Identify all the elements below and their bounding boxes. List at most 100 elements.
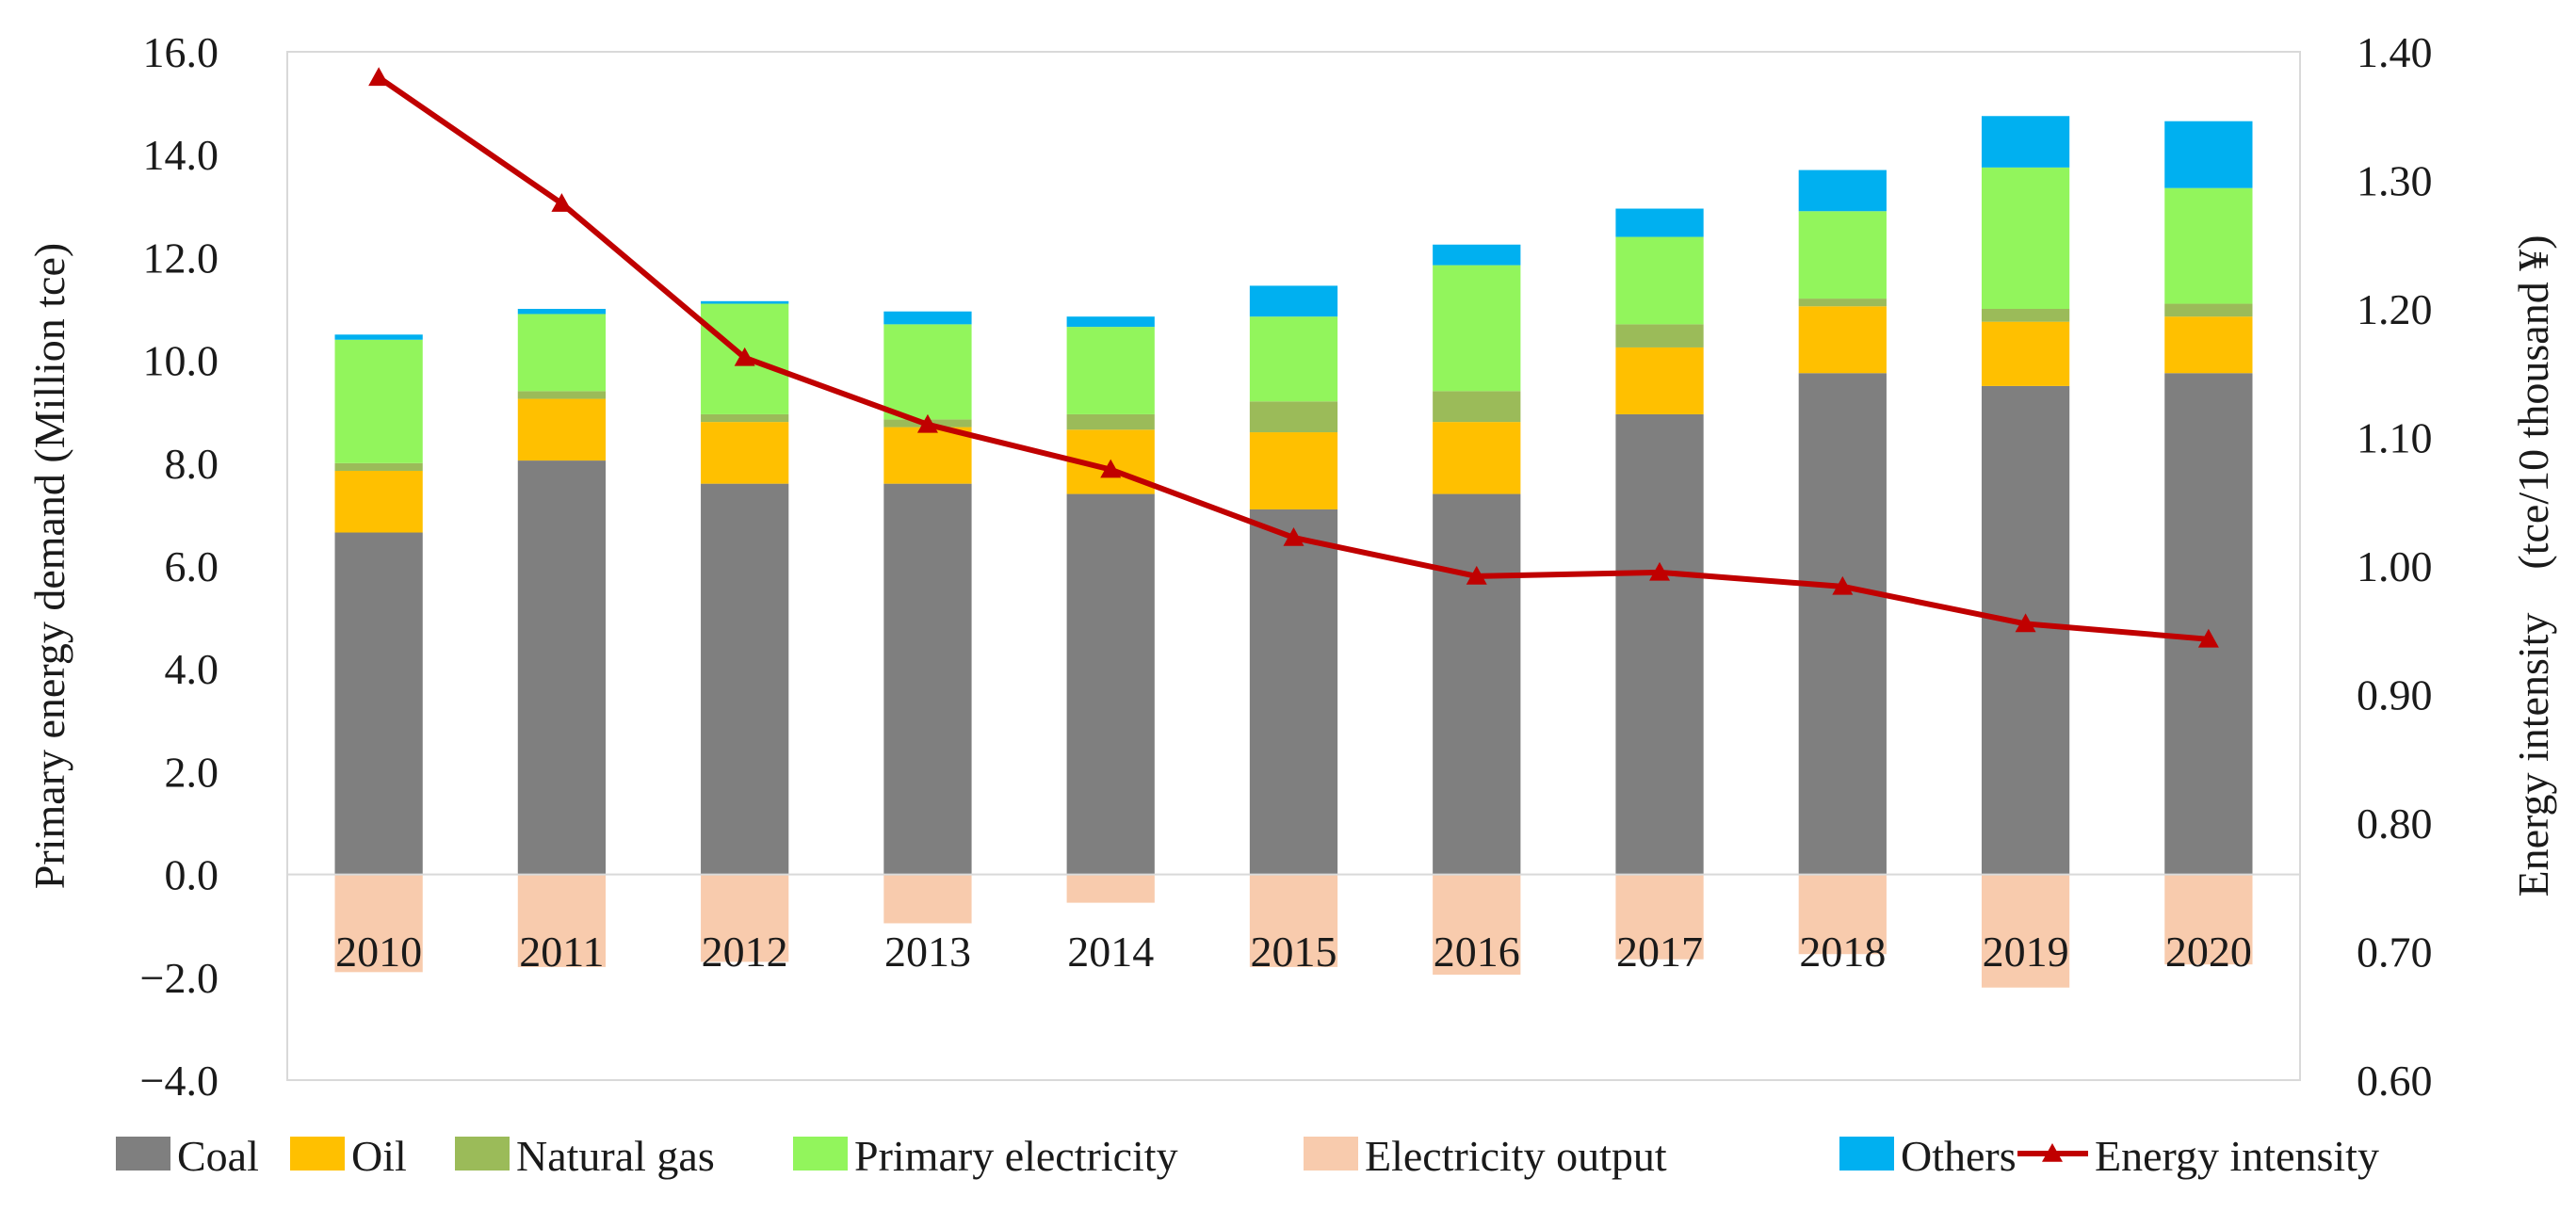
bar-primary-electricity-2011	[517, 314, 607, 392]
bar-primary-electricity-2017	[1615, 236, 1704, 325]
bar-coal-2014	[1066, 493, 1155, 875]
bar-electricity-output-2010	[334, 874, 423, 973]
left-tick-label: 16.0	[143, 28, 219, 76]
legend-marker-energy-intensity	[2042, 1143, 2063, 1162]
x-tick-label-2014: 2014	[1067, 928, 1154, 976]
x-tick-label-2012: 2012	[702, 928, 788, 976]
right-tick-label: 1.10	[2357, 414, 2433, 462]
bar-electricity-output-2011	[517, 874, 607, 967]
bar-oil-2019	[1981, 321, 2070, 386]
bar-layer	[334, 116, 2253, 988]
legend-label-oil: Oil	[351, 1132, 407, 1180]
x-tick-label-2020: 2020	[2165, 928, 2252, 976]
right-tick-label: 0.80	[2357, 799, 2433, 848]
right-tick-label: 1.40	[2357, 28, 2433, 76]
left-tick-label: 6.0	[165, 542, 219, 590]
energy-intensity-point-2012	[734, 347, 755, 366]
x-tick-label-2011: 2011	[519, 928, 604, 976]
x-tick-label-2019: 2019	[1983, 928, 2069, 976]
bar-others-2014	[1066, 316, 1155, 328]
legend-swatch-coal	[116, 1137, 170, 1171]
bar-others-2016	[1433, 244, 1521, 266]
left-axis-title: Primary energy demand (Million tce)	[25, 243, 73, 889]
bar-primary-electricity-2015	[1249, 316, 1338, 402]
legend-swatch-others	[1839, 1137, 1894, 1171]
plot-area-frame	[286, 51, 2301, 1081]
energy-intensity-point-2014	[1100, 459, 1122, 478]
energy-intensity-point-2010	[368, 67, 390, 87]
bar-electricity-output-2016	[1433, 874, 1521, 976]
legend-swatch-natural-gas	[455, 1137, 510, 1171]
bar-primary-electricity-2010	[334, 339, 423, 463]
bar-primary-electricity-2018	[1798, 211, 1887, 299]
bar-primary-electricity-2019	[1981, 167, 2070, 309]
bar-coal-2018	[1798, 373, 1887, 875]
bar-primary-electricity-2020	[2164, 187, 2253, 304]
left-axis-ticks: 16.0 14.0 12.0 10.0 8.0 6.0 4.0 2.0 0.0 −2.0 −4.0	[140, 28, 219, 1105]
left-tick-label: 4.0	[165, 645, 219, 693]
right-tick-label: 0.70	[2357, 928, 2433, 977]
left-tick-label: 14.0	[143, 131, 219, 179]
bar-natural-gas-2010	[334, 462, 423, 471]
bar-natural-gas-2011	[517, 391, 607, 399]
bar-oil-2017	[1615, 347, 1704, 414]
legend-label-natural-gas: Natural gas	[516, 1132, 715, 1180]
left-tick-label: −2.0	[140, 954, 219, 1002]
bar-natural-gas-2020	[2164, 303, 2253, 317]
bar-coal-2011	[517, 460, 607, 875]
left-tick-label: 8.0	[165, 440, 219, 488]
energy-intensity-point-2011	[551, 193, 573, 212]
legend-label-energy-intensity: Energy intensity	[2095, 1132, 2379, 1180]
bar-others-2010	[334, 334, 423, 340]
bar-primary-electricity-2014	[1066, 327, 1155, 414]
x-tick-label-2017: 2017	[1616, 928, 1703, 976]
energy-intensity-point-2018	[1832, 575, 1854, 595]
bar-others-2019	[1981, 116, 2070, 168]
legend-label-primary-electricity: Primary electricity	[854, 1132, 1178, 1180]
bar-electricity-output-2017	[1615, 874, 1704, 960]
legend-label-others: Others	[1901, 1132, 2017, 1180]
bar-natural-gas-2017	[1615, 324, 1704, 347]
energy-intensity-point-2015	[1283, 526, 1304, 546]
energy-intensity-point-2020	[2197, 628, 2219, 648]
bar-coal-2015	[1249, 509, 1338, 875]
right-tick-label: 1.30	[2357, 157, 2433, 205]
bar-oil-2010	[334, 470, 423, 533]
x-tick-label-2018: 2018	[1799, 928, 1886, 976]
bar-others-2018	[1798, 170, 1887, 212]
right-tick-label: 1.00	[2357, 542, 2433, 590]
bar-electricity-output-2014	[1066, 874, 1155, 903]
bar-electricity-output-2019	[1981, 874, 2070, 988]
right-tick-label: 0.90	[2357, 671, 2433, 719]
left-tick-label: −4.0	[140, 1057, 219, 1105]
right-tick-label: 0.60	[2357, 1057, 2433, 1105]
bar-others-2017	[1615, 208, 1704, 237]
bar-electricity-output-2013	[883, 874, 972, 924]
bar-primary-electricity-2013	[883, 324, 972, 420]
bar-oil-2015	[1249, 432, 1338, 509]
energy-intensity-point-2019	[2015, 613, 2036, 633]
bar-natural-gas-2016	[1433, 391, 1521, 423]
legend: Coal Oil Natural gas Primary electricity Ele…	[116, 1132, 2379, 1180]
bar-electricity-output-2018	[1798, 874, 1887, 955]
right-axis-ticks: 1.40 1.30 1.20 1.10 1.00 0.90 0.80 0.70 0.60	[2357, 28, 2433, 1105]
bar-oil-2011	[517, 398, 607, 461]
left-tick-label: 12.0	[143, 234, 219, 282]
bar-electricity-output-2015	[1249, 874, 1338, 967]
energy-intensity-point-2013	[916, 413, 938, 433]
bar-others-2015	[1249, 285, 1338, 317]
bar-others-2011	[517, 309, 607, 315]
right-tick-label: 1.20	[2357, 285, 2433, 333]
bar-natural-gas-2018	[1798, 299, 1887, 307]
energy-intensity-point-2017	[1649, 561, 1671, 581]
bar-oil-2013	[883, 427, 972, 484]
legend-swatch-oil	[290, 1137, 345, 1171]
x-tick-label-2013: 2013	[884, 928, 971, 976]
bar-natural-gas-2014	[1066, 413, 1155, 430]
bar-others-2012	[701, 300, 789, 304]
bar-coal-2017	[1615, 413, 1704, 875]
left-tick-label: 2.0	[165, 748, 219, 796]
legend-label-electricity-output: Electricity output	[1365, 1132, 1667, 1180]
bar-coal-2016	[1433, 493, 1521, 875]
